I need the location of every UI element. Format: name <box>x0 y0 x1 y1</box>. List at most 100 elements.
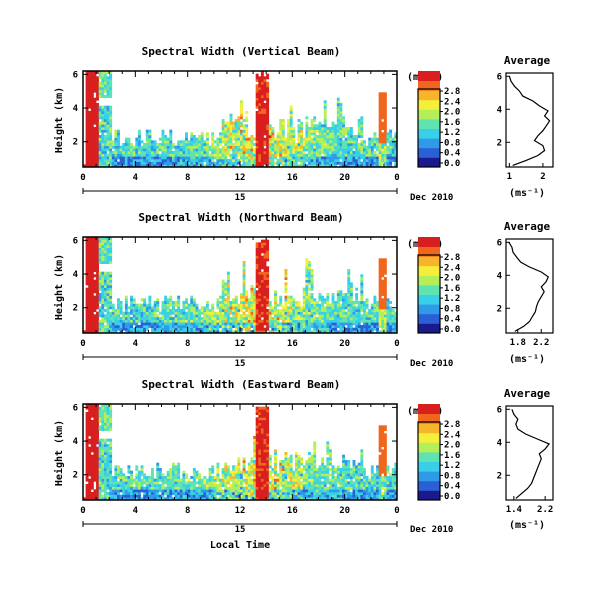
heatmap-cell <box>332 122 335 125</box>
heatmap-cell <box>379 306 382 309</box>
colorbar-tick-label: 0.0 <box>444 159 460 169</box>
heatmap-cell <box>387 306 390 309</box>
heatmap-cell <box>91 487 94 490</box>
heatmap-cell <box>216 484 219 487</box>
heatmap-cell <box>96 433 99 436</box>
heatmap-cell <box>368 151 371 154</box>
heatmap-cell <box>279 296 282 299</box>
heatmap-cell <box>345 317 348 320</box>
heatmap-cell <box>120 304 123 307</box>
heatmap-cell <box>243 127 246 130</box>
heatmap-cell <box>360 285 363 288</box>
heatmap-cell <box>107 106 110 109</box>
heatmap-cell <box>188 479 191 482</box>
heatmap-cell <box>389 151 392 154</box>
heatmap-cell <box>127 159 130 162</box>
heatmap-cell <box>114 312 117 315</box>
heatmap-cell <box>256 156 259 159</box>
heatmap-cell <box>114 317 117 320</box>
heatmap-cell <box>193 322 196 325</box>
heatmap-cell <box>172 146 175 149</box>
heatmap-cell <box>298 156 301 159</box>
heatmap-cell <box>91 151 94 154</box>
heatmap-cell <box>384 293 387 296</box>
heatmap-cell <box>256 293 259 296</box>
heatmap-cell <box>232 487 235 490</box>
heatmap-cell <box>379 266 382 269</box>
heatmap-cell <box>258 296 261 299</box>
heatmap-cell <box>99 156 102 159</box>
heatmap-cell <box>219 309 222 312</box>
heatmap-cell <box>196 328 199 331</box>
heatmap-cell <box>177 317 180 320</box>
heatmap-cell <box>321 304 324 307</box>
colorbar-swatch <box>418 138 440 148</box>
heatmap-cell <box>371 314 374 317</box>
heatmap-cell <box>274 296 277 299</box>
heatmap-cell <box>211 471 214 474</box>
heatmap-cell <box>154 495 157 498</box>
heatmap-cell <box>324 143 327 146</box>
heatmap-cell <box>96 298 99 301</box>
heatmap-cell <box>107 293 110 296</box>
heatmap-cell <box>91 447 94 450</box>
heatmap-cell <box>99 272 102 275</box>
heatmap-cell <box>256 100 259 103</box>
heatmap-cell <box>389 135 392 138</box>
heatmap-cell <box>91 261 94 264</box>
heatmap-cell <box>269 138 272 141</box>
heatmap-cell <box>230 492 233 495</box>
heatmap-cell <box>237 309 240 312</box>
heatmap-cell <box>339 114 342 117</box>
heatmap-cell <box>99 253 102 256</box>
heatmap-cell <box>376 140 379 143</box>
heatmap-cell <box>381 280 384 283</box>
heatmap-cell <box>313 140 316 143</box>
heatmap-cell <box>326 148 329 151</box>
heatmap-cell <box>93 425 96 428</box>
heatmap-cell <box>206 320 209 323</box>
heatmap-cell <box>256 314 259 317</box>
heatmap-cell <box>99 314 102 317</box>
heatmap-cell <box>88 256 91 259</box>
heatmap-cell <box>237 130 240 133</box>
heatmap-cell <box>324 312 327 315</box>
heatmap-cell <box>88 98 91 101</box>
heatmap-cell <box>107 407 110 410</box>
heatmap-cell <box>125 154 128 157</box>
heatmap-cell <box>96 423 99 426</box>
heatmap-cell <box>99 95 102 98</box>
heatmap-cell <box>326 156 329 159</box>
heatmap-cell <box>305 288 308 291</box>
heatmap-cell <box>266 277 269 280</box>
heatmap-cell <box>146 156 149 159</box>
heatmap-cell <box>109 306 112 309</box>
heatmap-cell <box>282 317 285 320</box>
heatmap-cell <box>243 487 246 490</box>
heatmap-cell <box>99 452 102 455</box>
heatmap-cell <box>319 296 322 299</box>
heatmap-cell <box>235 322 238 325</box>
heatmap-cell <box>308 304 311 307</box>
heatmap-cell <box>175 304 178 307</box>
heatmap-cell <box>141 312 144 315</box>
heatmap-cell <box>222 124 225 127</box>
heatmap-cell <box>243 277 246 280</box>
heatmap-cell <box>177 301 180 304</box>
heatmap-cell <box>91 92 94 95</box>
heatmap-cell <box>219 314 222 317</box>
heatmap-cell <box>172 309 175 312</box>
heatmap-cell <box>201 325 204 328</box>
heatmap-cell <box>188 148 191 151</box>
profile-title: Average <box>504 220 551 233</box>
heatmap-cell <box>264 159 267 162</box>
heatmap-cell <box>107 95 110 98</box>
heatmap-cell <box>347 143 350 146</box>
heatmap-cell <box>253 288 256 291</box>
heatmap-cell <box>353 320 356 323</box>
heatmap-cell <box>130 479 133 482</box>
heatmap-cell <box>167 148 170 151</box>
heatmap-cell <box>138 140 141 143</box>
heatmap-cell <box>261 130 264 133</box>
heatmap-cell <box>347 296 350 299</box>
